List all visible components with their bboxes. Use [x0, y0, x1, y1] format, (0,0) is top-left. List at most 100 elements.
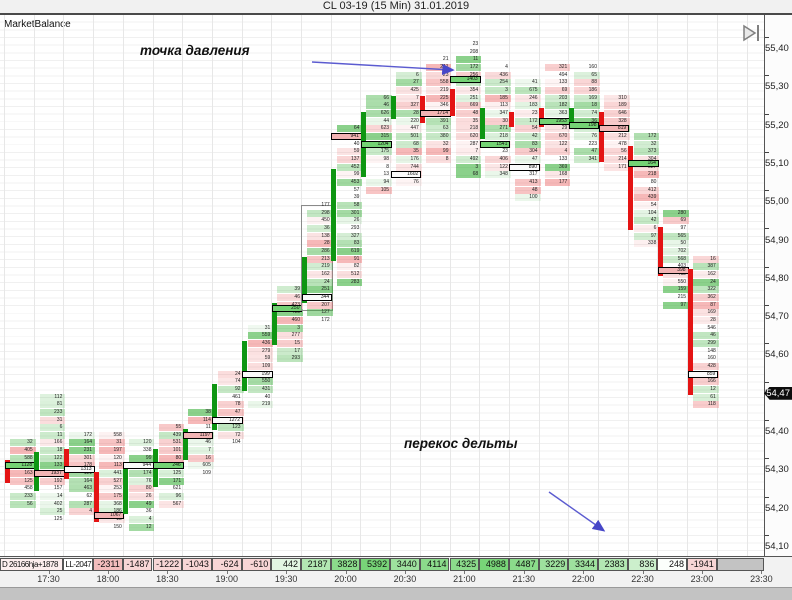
cluster-cell: 25: [39, 508, 66, 516]
vertical-gridline: [211, 15, 213, 556]
candle-body-19:30[interactable]: [271, 303, 277, 346]
time-label: 23:00: [690, 574, 714, 584]
candle-body-18:45[interactable]: [182, 429, 188, 461]
cluster-cell: 120: [128, 439, 155, 447]
delta-cell: -610: [241, 558, 272, 571]
vertical-gridline: [508, 15, 510, 556]
cluster-cell: 405: [10, 447, 36, 455]
time-label: 22:30: [631, 574, 654, 584]
cluster-cell: 11: [205, 424, 211, 431]
candle-body-20:45[interactable]: [420, 96, 426, 124]
cluster-cell: 669: [455, 102, 482, 110]
cluster-cell: 6: [633, 225, 660, 232]
go-to-end-icon[interactable]: [741, 22, 763, 44]
cluster-cell: 558: [425, 79, 452, 87]
candle-body-23:00[interactable]: [687, 268, 693, 396]
cluster-cell: 218: [455, 125, 482, 133]
delta-summary-label: D 26166hja+1878: [0, 558, 64, 571]
candle-body-21:00[interactable]: [450, 88, 455, 116]
candle-body-19:15[interactable]: [242, 341, 248, 392]
cluster-cell: 101: [158, 447, 185, 455]
cluster-cell: 26: [128, 493, 155, 501]
delta-cell: -1941: [687, 558, 717, 571]
cluster-cell: 567: [158, 500, 185, 508]
cluster-cell: 162: [693, 270, 719, 278]
cluster-cell: 220: [396, 117, 422, 125]
chart-plot-area[interactable]: MarketBalance 32405588821631254582335611…: [0, 15, 764, 556]
cluster-cell: 175: [99, 493, 125, 501]
cluster-cell: 354: [455, 87, 482, 95]
candle-body-18:00[interactable]: [93, 471, 99, 522]
cluster-cell: 163: [10, 470, 36, 478]
cluster-cell: 26: [336, 217, 363, 225]
delta-cell: 4988: [479, 558, 509, 571]
cluster-cell: 287: [69, 500, 96, 508]
poc-box: 250: [271, 305, 303, 313]
cluster-cell: 56: [604, 148, 630, 156]
candle-body-17:45[interactable]: [63, 448, 69, 480]
cluster-cell: 186: [99, 508, 125, 516]
candle-body-22:00[interactable]: [568, 107, 574, 128]
cluster-cell: 7: [455, 148, 482, 156]
cluster-cell: 42: [633, 217, 660, 225]
vertical-gridline: [33, 15, 35, 556]
cluster-cell: 164: [69, 477, 96, 485]
delta-cell: 5392: [360, 558, 391, 571]
cluster-cell: 17: [277, 347, 303, 355]
candle-body-17:15[interactable]: [4, 460, 10, 484]
candle-body-18:15[interactable]: [123, 463, 129, 514]
cluster-cell: 512: [336, 270, 363, 278]
candle-body-20:00[interactable]: [331, 169, 337, 262]
cluster-cell: 646: [604, 110, 630, 118]
cluster-cell: 24: [217, 370, 244, 378]
cluster-cell: 702: [663, 247, 690, 255]
delta-cell: 4114: [419, 558, 450, 571]
bottom-gray-bar: [0, 587, 792, 600]
time-label: 20:00: [334, 574, 357, 584]
delta-cell: 2187: [301, 558, 331, 571]
price-tick-label: 54,10: [765, 530, 792, 552]
cluster-cell: 23: [514, 110, 541, 118]
cluster-cell: 80: [158, 454, 185, 462]
candle-body-21:30[interactable]: [509, 111, 515, 128]
cluster-cell: 35: [455, 117, 482, 125]
cluster-cell: 744: [396, 163, 422, 171]
cluster-cell: 123: [217, 424, 244, 432]
candle-body-19:45[interactable]: [301, 257, 307, 304]
poc-box: 1272: [212, 416, 244, 424]
cluster-cell: 670: [544, 133, 571, 141]
cluster-cell: 172: [633, 133, 660, 141]
poc-box: 890: [509, 163, 541, 171]
candle-body-20:30[interactable]: [390, 96, 396, 120]
cluster-cell: 38: [188, 408, 214, 416]
delta-cell: -2311: [93, 558, 123, 571]
delta-cell: -1487: [122, 558, 153, 571]
vertical-gridline: [4, 15, 5, 556]
cluster-cell: 565: [663, 232, 690, 240]
cluster-cell: 279: [247, 347, 274, 355]
cluster-cell: 11: [455, 56, 482, 64]
cluster-cell: 293: [351, 225, 360, 231]
candle-body-21:15[interactable]: [479, 107, 485, 139]
candle-body-19:00[interactable]: [212, 383, 218, 430]
cluster-cell: 32: [633, 140, 660, 148]
cluster-cell: 369: [544, 163, 571, 171]
cluster-cell: 36: [145, 508, 152, 515]
candle-body-22:30[interactable]: [628, 146, 634, 231]
poc-box: 1714: [420, 110, 451, 118]
candle-body-22:15[interactable]: [598, 111, 604, 162]
candle-body-22:45[interactable]: [657, 226, 663, 277]
cluster-cell: 83: [514, 140, 541, 148]
cluster-cell: 72: [217, 431, 244, 439]
price-axis[interactable]: 55,40 55,30 55,20 55,10 55,00 54,90 54,80 54,70…: [764, 15, 792, 556]
cluster-cell: 4: [505, 64, 508, 71]
time-label: 22:00: [571, 574, 595, 584]
candle-body-21:45[interactable]: [539, 107, 545, 128]
poc-box: 164: [628, 159, 659, 167]
cluster-cell: 391: [425, 117, 452, 125]
cluster-cell: 112: [39, 393, 66, 401]
cluster-cell: 24: [693, 278, 719, 286]
delta-cell: -1222: [152, 558, 183, 571]
cluster-cell: 197: [99, 447, 125, 455]
